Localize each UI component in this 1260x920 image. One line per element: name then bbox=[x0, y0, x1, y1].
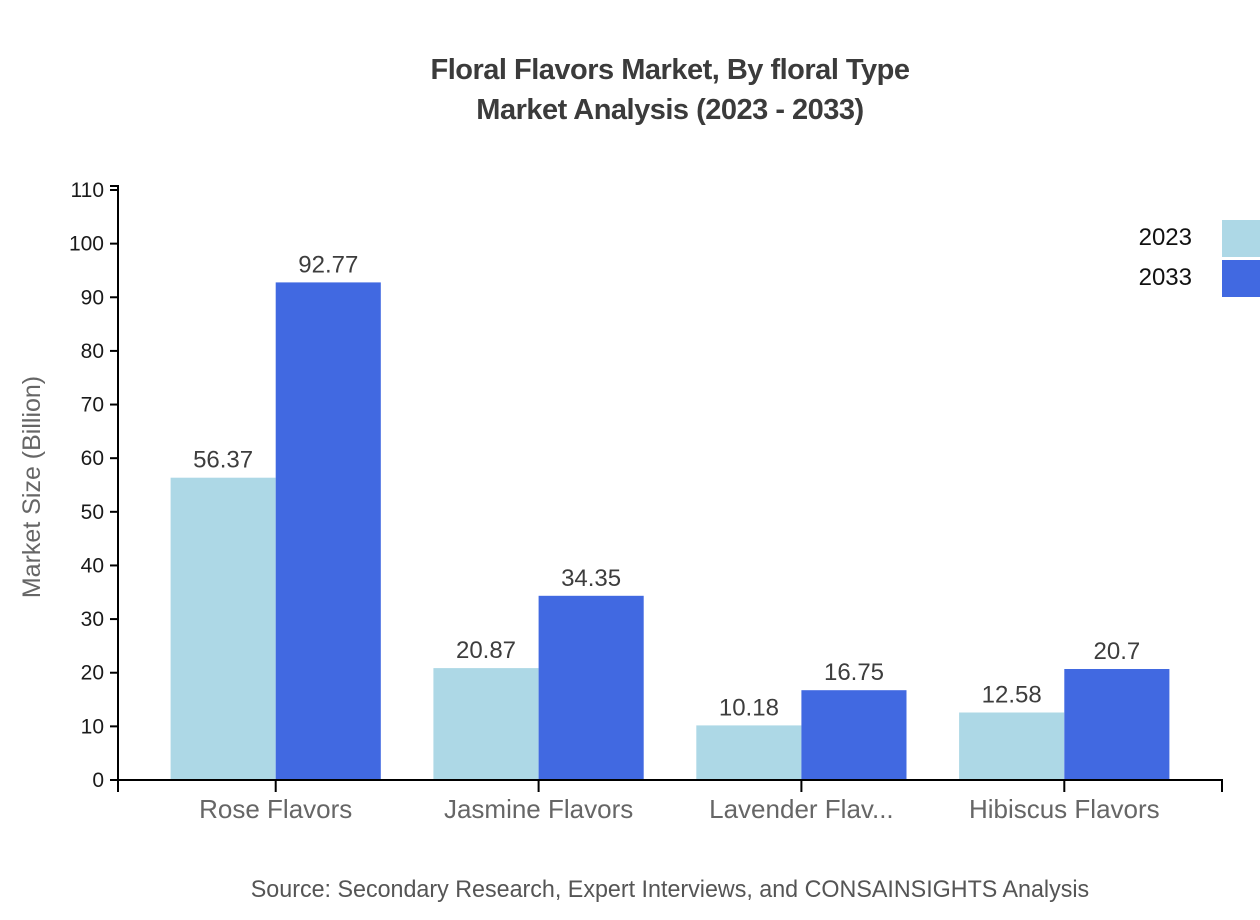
y-tick-label: 110 bbox=[71, 179, 104, 202]
legend-swatch-2023 bbox=[1222, 219, 1260, 257]
legend: 2023 2033 bbox=[1139, 218, 1260, 298]
y-tick-label: 100 bbox=[69, 233, 104, 256]
y-axis-line bbox=[110, 185, 119, 780]
bar-2023-hibiscus-flavors bbox=[959, 712, 1065, 780]
legend-label-2023: 2023 bbox=[1138, 224, 1192, 251]
bar-value-label: 92.77 bbox=[298, 251, 358, 278]
chart-title: Floral Flavors Market, By floral Type Ma… bbox=[110, 50, 1230, 130]
bar-value-label: 10.18 bbox=[719, 694, 779, 721]
legend-item-2023: 2023 bbox=[1139, 218, 1260, 258]
bar-2023-rose-flavors bbox=[170, 477, 276, 780]
y-tick-label: 70 bbox=[81, 394, 104, 417]
y-tick-label: 90 bbox=[81, 286, 104, 309]
bar-value-label: 20.7 bbox=[1094, 638, 1141, 665]
x-category-label-lavender-flav: Lavender Flav... bbox=[709, 794, 894, 824]
y-tick-label: 10 bbox=[81, 715, 104, 738]
bar-value-label: 56.37 bbox=[193, 447, 253, 474]
legend-swatch-2033 bbox=[1222, 259, 1260, 297]
y-tick-label: 0 bbox=[92, 769, 104, 792]
chart-title-line1: Floral Flavors Market, By floral Type bbox=[430, 54, 910, 86]
y-tick-label: 60 bbox=[81, 447, 104, 470]
y-axis-title: Market Size (Billion) bbox=[18, 375, 46, 599]
bar-2033-jasmine-flavors bbox=[538, 595, 644, 780]
legend-label-2033: 2033 bbox=[1138, 264, 1192, 291]
bar-2033-rose-flavors bbox=[275, 282, 381, 780]
y-tick-label: 40 bbox=[81, 554, 104, 577]
y-tick-label: 50 bbox=[81, 501, 104, 524]
bar-2033-hibiscus-flavors bbox=[1064, 669, 1170, 780]
bar-value-label: 34.35 bbox=[561, 565, 621, 592]
x-category-label-hibiscus-flavors: Hibiscus Flavors bbox=[969, 794, 1160, 824]
x-category-label-rose-flavors: Rose Flavors bbox=[199, 794, 352, 824]
y-tick-label: 30 bbox=[81, 608, 104, 631]
bar-2023-jasmine-flavors bbox=[433, 668, 539, 780]
legend-item-2033: 2033 bbox=[1139, 258, 1260, 298]
bar-2033-lavender-flav bbox=[801, 690, 907, 780]
x-axis-line bbox=[117, 779, 1223, 792]
y-tick-label: 80 bbox=[81, 340, 104, 363]
chart-title-line2: Market Analysis (2023 - 2033) bbox=[476, 94, 864, 126]
bar-value-label: 16.75 bbox=[824, 659, 884, 686]
bar-value-label: 12.58 bbox=[982, 682, 1042, 709]
source-note: Source: Secondary Research, Expert Inter… bbox=[250, 876, 1090, 903]
bar-2023-lavender-flav bbox=[696, 725, 802, 780]
bar-value-label: 20.87 bbox=[456, 637, 516, 664]
y-tick-label: 20 bbox=[81, 662, 104, 685]
x-category-label-jasmine-flavors: Jasmine Flavors bbox=[444, 794, 633, 824]
